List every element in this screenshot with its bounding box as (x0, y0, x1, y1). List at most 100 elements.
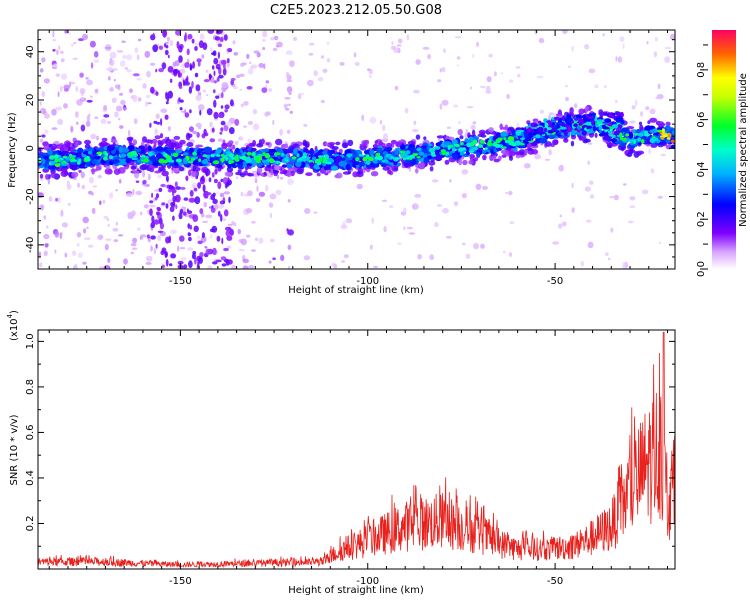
noise-speckle (120, 99, 126, 106)
ridge-halo (514, 151, 521, 156)
ridge-peak (81, 154, 87, 158)
chart-title: C2E5.2023.212.05.50.G08 (270, 3, 442, 18)
noise-speckle (64, 30, 69, 34)
noise-speckle (231, 221, 235, 225)
noise-streak (150, 86, 155, 94)
noise-speckle (218, 204, 225, 209)
ridge-halo (151, 138, 158, 144)
ridge-halo (665, 121, 671, 127)
noise-speckle (207, 30, 215, 34)
noise-speckle (215, 259, 222, 263)
ridge-core (87, 150, 93, 155)
noise-streak (197, 182, 202, 189)
ridge-peak (508, 140, 515, 146)
noise-streak (213, 99, 217, 108)
spectrogram-frame (37, 29, 676, 270)
noise-speckle (369, 75, 372, 79)
ridge-peak (314, 160, 319, 164)
noise-speckle (602, 33, 605, 37)
ridge-core (665, 125, 671, 132)
ridge-core (380, 162, 387, 168)
noise-speckle (240, 103, 244, 108)
noise-speckle (268, 202, 274, 208)
ridge-halo (265, 142, 270, 146)
ridge-core (118, 146, 123, 154)
noise-speckle (145, 255, 153, 262)
noise-streak (161, 62, 167, 70)
ridge-core (48, 165, 53, 170)
ridge-core (476, 152, 481, 157)
noise-speckle (383, 133, 388, 140)
noise-streak (165, 175, 169, 182)
ridge-core (234, 147, 240, 154)
noise-streak (165, 236, 170, 244)
noise-speckle (254, 177, 258, 184)
ridge-core (345, 163, 351, 171)
ridge-halo (282, 169, 288, 174)
ridge-core (233, 151, 242, 156)
noise-streak (151, 215, 155, 223)
noise-speckle (256, 185, 259, 192)
ridge-peak (649, 129, 656, 133)
ridge-core (192, 160, 199, 165)
noise-streak (213, 80, 217, 84)
ridge-peak (169, 159, 174, 163)
noise-streak (149, 122, 152, 128)
noise-speckle (446, 126, 452, 129)
noise-speckle (54, 249, 57, 254)
noise-speckle (224, 104, 230, 110)
ridge-halo (221, 142, 228, 150)
ridge-core (338, 160, 347, 167)
ridge-core (400, 144, 406, 151)
ridge-core (42, 155, 50, 160)
ridge-peak (96, 151, 103, 155)
noise-speckle (45, 225, 49, 229)
noise-speckle (307, 79, 314, 87)
noise-streak (227, 259, 233, 265)
noise-speckle (225, 121, 232, 127)
spectrogram-ylabel: Frequency (Hz) (7, 112, 18, 188)
ridge-core (575, 131, 583, 135)
ridge-core (263, 160, 270, 166)
noise-speckle (243, 125, 247, 128)
ridge-halo (515, 154, 521, 159)
noise-speckle (145, 94, 151, 99)
ridge-peak (48, 155, 55, 160)
noise-speckle (86, 99, 93, 103)
ridge-halo (186, 142, 194, 148)
noise-speckle (142, 179, 147, 185)
noise-speckle (408, 232, 416, 235)
noise-speckle (55, 73, 61, 78)
noise-speckle (87, 244, 94, 248)
noise-streak (178, 85, 183, 90)
upper-branch-mark (579, 128, 585, 131)
ridge-peak (50, 161, 56, 166)
noise-speckle (247, 121, 253, 125)
noise-speckle (81, 184, 86, 190)
upper-branch-mark (526, 135, 530, 140)
noise-speckle (240, 191, 244, 197)
noise-speckle (91, 207, 96, 215)
ridge-halo (545, 141, 552, 147)
ridge-halo (247, 172, 252, 177)
ridge-peak (265, 152, 270, 158)
noise-speckle (297, 94, 302, 100)
noise-speckle (649, 108, 656, 115)
noise-streak (150, 235, 156, 240)
noise-speckle (548, 114, 551, 121)
noise-speckle (486, 76, 492, 83)
noise-streak (160, 118, 163, 126)
noise-streak (186, 48, 190, 56)
noise-speckle (55, 106, 63, 111)
ridge-peak (302, 158, 307, 162)
ridge-peak (210, 153, 215, 158)
noise-streak (179, 107, 183, 111)
noise-speckle (252, 123, 260, 131)
noise-speckle (279, 176, 284, 180)
noise-speckle (544, 158, 550, 161)
noise-speckle (317, 77, 324, 82)
ridge-peak (358, 154, 364, 157)
noise-speckle (472, 121, 477, 125)
noise-speckle (557, 223, 563, 229)
ridge-peak (215, 154, 221, 157)
